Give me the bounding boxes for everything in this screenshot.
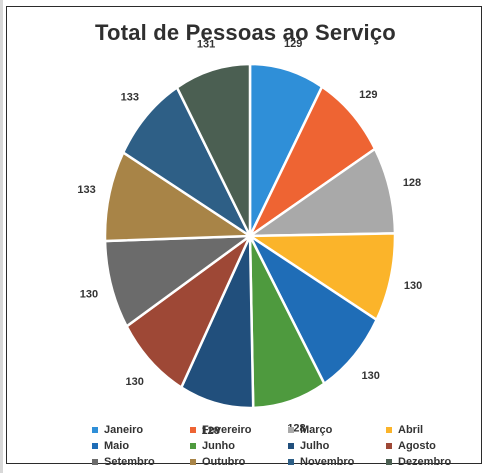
data-label-maio: 130 — [362, 370, 380, 382]
legend-swatch — [190, 442, 196, 449]
legend-swatch — [190, 458, 196, 465]
pie-slices — [103, 62, 397, 410]
legend-label: Agosto — [398, 439, 436, 452]
legend: Janeiro Fevereiro Março Abril Maio Junho Julho… — [92, 422, 472, 469]
pie-slice-dezembro — [175, 62, 252, 237]
legend-swatch — [92, 458, 98, 465]
pie-slice-maio — [246, 232, 379, 386]
legend-item-agosto: Agosto — [386, 438, 476, 453]
legend-label: Fevereiro — [202, 423, 252, 436]
page-edge — [0, 0, 3, 473]
legend-swatch — [386, 458, 392, 465]
pie-slice-janeiro — [248, 62, 324, 237]
pie-slice-março — [245, 147, 397, 238]
legend-swatch — [288, 426, 294, 433]
legend-item-abril: Abril — [386, 422, 476, 437]
legend-swatch — [288, 442, 294, 449]
legend-item-setembro: Setembro — [92, 454, 190, 469]
pie-slice-outubro — [103, 150, 254, 243]
data-label-abril: 130 — [404, 280, 422, 292]
legend-swatch — [92, 426, 98, 433]
pie-slice-abril — [245, 232, 397, 322]
data-label-julho: 128 — [202, 425, 220, 437]
legend-label: Janeiro — [104, 423, 144, 436]
legend-swatch — [190, 426, 196, 433]
data-label-março: 128 — [403, 177, 421, 189]
pie-slice-agosto — [125, 232, 254, 390]
legend-item-novembro: Novembro — [288, 454, 386, 469]
legend-label: Abril — [398, 423, 424, 436]
legend-item-dezembro: Dezembro — [386, 454, 476, 469]
data-label-outubro: 133 — [77, 184, 95, 196]
legend-item-março: Março — [288, 422, 386, 437]
chart-title: Total de Pessoas ao Serviço — [95, 20, 396, 45]
legend-label: Junho — [202, 439, 235, 452]
legend-label: Novembro — [300, 455, 355, 468]
data-label-fevereiro: 129 — [359, 89, 377, 101]
legend-swatch — [92, 442, 98, 449]
legend-swatch — [386, 442, 392, 449]
legend-label: Outubro — [202, 455, 246, 468]
pie-slice-julho — [179, 235, 255, 410]
legend-item-outubro: Outubro — [190, 454, 288, 469]
legend-item-julho: Julho — [288, 438, 386, 453]
data-label-setembro: 130 — [80, 288, 98, 300]
legend-label: Dezembro — [398, 455, 452, 468]
legend-label: Julho — [300, 439, 330, 452]
legend-item-fevereiro: Fevereiro — [190, 422, 288, 437]
pie-slice-junho — [248, 235, 326, 410]
data-label-novembro: 133 — [121, 91, 139, 103]
legend-swatch — [386, 426, 392, 433]
legend-label: Setembro — [104, 455, 155, 468]
legend-label: Maio — [104, 439, 130, 452]
pie-slice-novembro — [121, 85, 254, 240]
legend-label: Março — [300, 423, 333, 436]
legend-item-maio: Maio — [92, 438, 190, 453]
data-label-janeiro: 129 — [284, 38, 302, 50]
legend-swatch — [288, 458, 294, 465]
pie-slice-setembro — [103, 234, 255, 329]
legend-item-janeiro: Janeiro — [92, 422, 190, 437]
legend-item-junho: Junho — [190, 438, 288, 453]
data-label-agosto: 130 — [126, 376, 144, 388]
pie-slice-fevereiro — [246, 84, 377, 240]
data-label-dezembro: 131 — [197, 38, 215, 50]
